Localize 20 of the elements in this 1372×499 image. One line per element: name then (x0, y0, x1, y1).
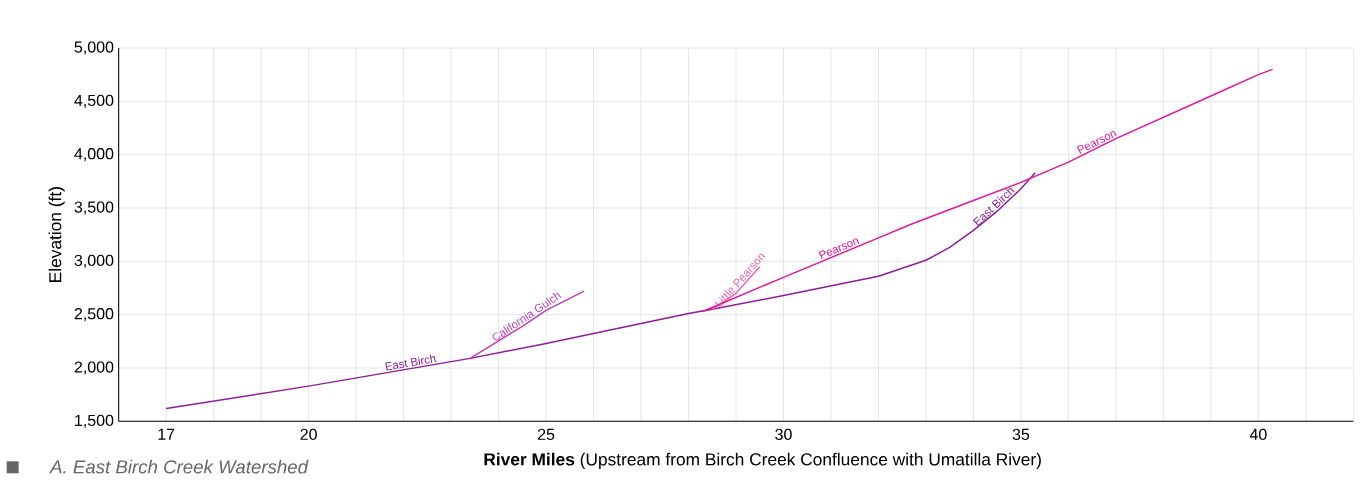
y-tick-label: 2,500 (74, 308, 114, 322)
x-tick-label: 25 (537, 428, 555, 441)
y-tick-label: 2,000 (74, 361, 114, 375)
x-tick-label: 40 (1249, 428, 1267, 441)
x-tick-label: 17 (158, 428, 175, 440)
y-tick-label: 4,500 (74, 94, 114, 109)
text: East Birch (385, 354, 436, 371)
y-tick-label: 3,000 (74, 254, 114, 269)
x-tick-label: 35 (1012, 428, 1030, 441)
x-axis-title: River Miles (Upstream from Birch Creek Confluence with Umatilla River) (484, 452, 1041, 470)
line-series (165, 172, 1036, 410)
y-tick-label: 3,500 (74, 201, 114, 215)
y-axis-title: Elevation (ft) (48, 187, 65, 283)
y-tick-label: 1,500 (75, 414, 114, 429)
x-tick-label: 30 (775, 428, 792, 441)
y-tick-label: 5,000 (74, 41, 114, 55)
y-tick-label: 4,000 (74, 148, 114, 162)
line-series (469, 290, 585, 360)
x-tick-label: 20 (300, 428, 317, 441)
text: A. East Birch Creek Watershed (49, 459, 309, 474)
